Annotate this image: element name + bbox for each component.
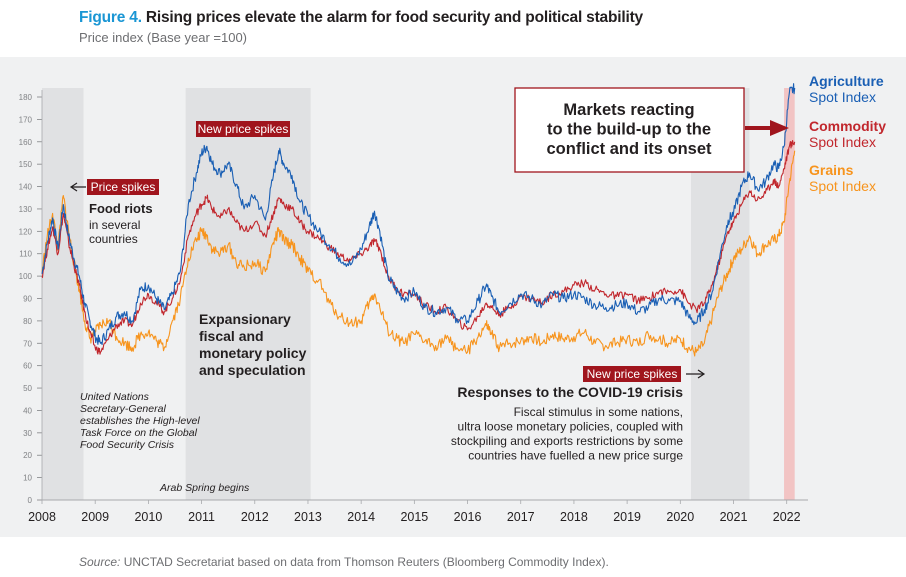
covid-text-1: Fiscal stimulus in some nations, [514,405,683,419]
un-task-force-text-1: United Nations [80,391,150,403]
y-tick-label: 180 [19,93,33,102]
covid-title: Responses to the COVID-19 crisis [457,384,683,400]
series-line-grains [41,150,796,357]
source-note: Source: UNCTAD Secretariat based on data… [79,555,609,569]
figure-title: Rising prices elevate the alarm for food… [145,9,643,26]
y-tick-label: 90 [23,295,32,304]
legend-title-grains: Grains [809,162,854,178]
covid-text-3: stockpiling and exports restrictions by … [451,434,683,448]
price-spikes-label: Price spikes [91,180,156,194]
food-riots-title: Food riots [89,201,153,216]
markets-arrow-head [770,120,789,136]
food-riots-text-1: in several [89,218,140,232]
x-tick-label: 2019 [613,510,641,524]
new-price-spikes-2020: New price spikes [587,367,678,381]
y-tick-label: 140 [19,183,33,192]
x-tick-label: 2013 [294,510,322,524]
legend-title-commodity: Commodity [809,118,886,134]
new-price-spikes-2011: New price spikes [198,122,289,136]
expansionary-text-2: fiscal and [199,328,264,344]
legend-subtitle-commodity: Spot Index [809,134,876,150]
y-tick-label: 150 [19,160,33,169]
expansionary-text-3: monetary policy [199,345,307,361]
legend-subtitle-grains: Spot Index [809,178,876,194]
chart-title: Figure 4. Rising prices elevate the alar… [79,9,643,27]
x-tick-label: 2010 [134,510,162,524]
legend-subtitle-agriculture: Spot Index [809,89,876,105]
covid-text-2: ultra loose monetary policies, coupled w… [458,420,683,434]
shaded-period-2 [185,88,311,500]
x-tick-label: 2018 [560,510,588,524]
markets-text-3: conflict and its onset [546,140,712,158]
y-tick-label: 40 [23,406,32,415]
x-tick-label: 2017 [507,510,535,524]
x-tick-label: 2021 [720,510,748,524]
legend-title-agriculture: Agriculture [809,73,884,89]
arab-spring-text: Arab Spring begins [159,482,250,494]
y-tick-label: 130 [19,205,33,214]
shaded-period-1 [42,88,84,500]
y-tick-label: 170 [19,115,33,124]
covid-text-4: countries have fuelled a new price surge [468,449,683,463]
x-tick-label: 2011 [188,510,215,524]
x-tick-label: 2009 [81,510,109,524]
x-tick-label: 2012 [241,510,269,524]
expansionary-text-1: Expansionary [199,311,291,327]
x-tick-label: 2016 [454,510,482,524]
chart-header: Figure 4. Rising prices elevate the alar… [79,9,643,45]
markets-box [514,87,745,173]
markets-text-1: Markets reacting [563,101,694,119]
x-tick-label: 2022 [773,510,801,524]
y-tick-label: 70 [23,339,32,348]
un-task-force-text-4: Task Force on the Global [80,427,198,439]
x-tick-label: 2015 [400,510,428,524]
y-tick-label: 0 [28,496,33,505]
y-tick-label: 100 [19,272,33,281]
new-price-spikes-arrow [686,369,706,379]
y-tick-label: 80 [23,317,32,326]
price-spikes-label-box [87,179,159,195]
y-tick-label: 60 [23,362,32,371]
source-label: Source: [79,555,121,569]
expansionary-text-4: and speculation [199,362,306,378]
new-price-spikes-2011-box [196,121,290,137]
series-line-commodity [41,140,796,355]
food-riots-text-2: countries [89,232,138,246]
x-tick-label: 2008 [28,510,56,524]
axes: 0 10 20 30 40 50 60 70 80 90 100 110 120 130 140 150 160… [19,90,808,524]
y-tick-label: 10 [23,474,32,483]
x-tick-label: 2014 [347,510,375,524]
new-price-spikes-2020-box [583,366,681,382]
un-task-force-text-5: Food Security Crisis [80,439,175,451]
y-tick-label: 110 [19,250,32,259]
shaded-periods [42,88,795,500]
x-tick-label: 2020 [666,510,694,524]
conflict-onset-band [784,88,795,500]
y-tick-label: 30 [23,429,32,438]
un-task-force-text-3: establishes the High-level [80,415,200,427]
figure-label: Figure 4. [79,9,142,26]
y-tick-label: 50 [23,384,32,393]
y-tick-label: 160 [19,138,33,147]
series-lines [41,83,796,357]
chart-subtitle: Price index (Base year =100) [79,30,248,45]
series-line-agriculture [41,83,796,346]
source-text: UNCTAD Secretariat based on data from Th… [123,555,609,569]
price-spikes-arrow [69,182,86,192]
y-tick-label: 120 [19,227,33,236]
y-tick-label: 20 [23,451,32,460]
markets-text-2: to the build-up to the [547,121,711,139]
un-task-force-text-2: Secretary-General [80,403,166,415]
